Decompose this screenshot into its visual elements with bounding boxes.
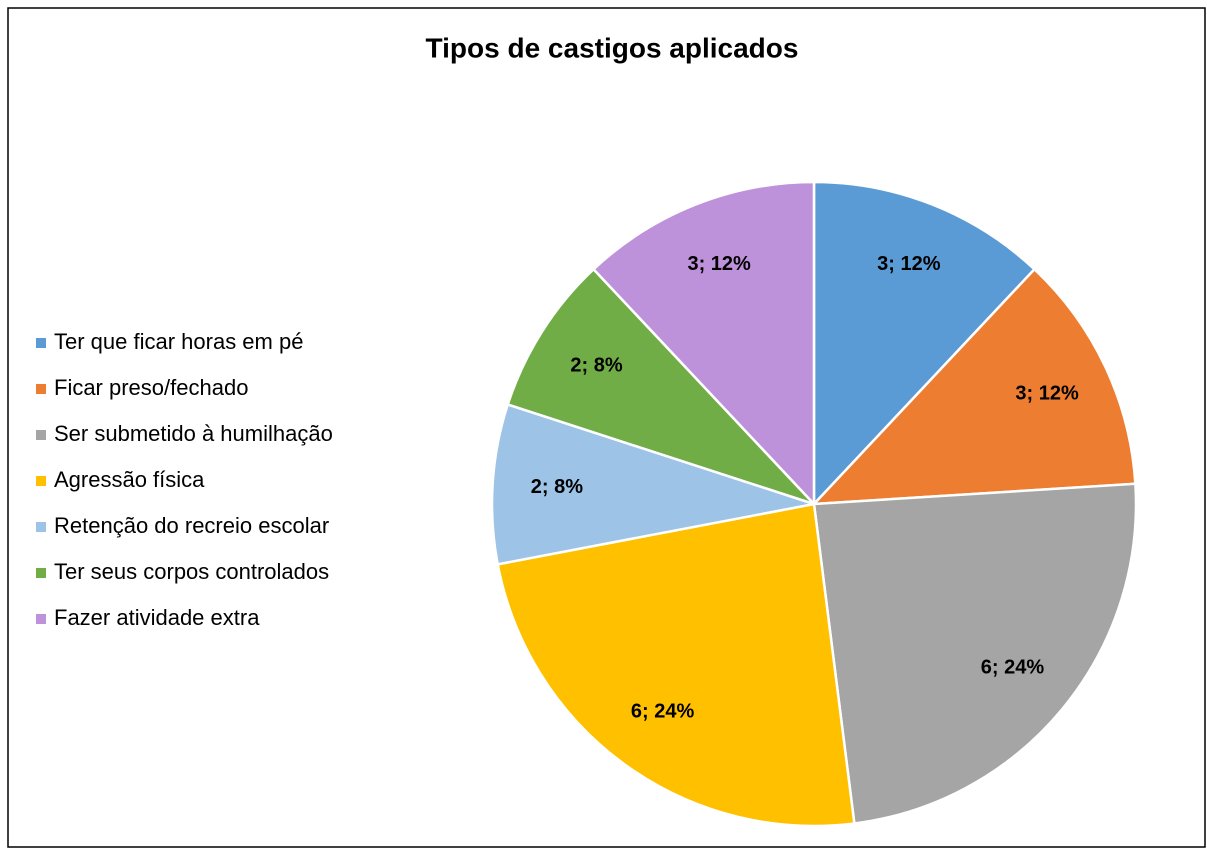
legend-label: Retenção do recreio escolar <box>54 513 329 538</box>
legend-swatch <box>36 476 46 486</box>
legend-swatch <box>36 384 46 394</box>
pie-slice <box>812 482 1138 825</box>
data-label: 6; 24% <box>631 701 695 723</box>
data-label: 3; 12% <box>1015 383 1079 405</box>
data-label: 2; 8% <box>570 354 622 376</box>
legend-label: Ser submetido à humilhação <box>54 421 333 446</box>
data-label: 3; 12% <box>877 253 941 275</box>
legend-swatch <box>36 338 46 348</box>
legend-label: Ficar preso/fechado <box>54 375 248 400</box>
legend-label: Agressão física <box>54 467 205 492</box>
legend-label: Fazer atividade extra <box>54 605 260 630</box>
legend-swatch <box>36 522 46 532</box>
data-label: 3; 12% <box>687 253 751 275</box>
legend-label: Ter que ficar horas em pé <box>54 329 303 354</box>
legend-swatch <box>36 614 46 624</box>
pie-slice <box>812 180 1037 508</box>
pie-slice <box>506 267 815 506</box>
pie-slice <box>591 180 816 508</box>
legend-swatch <box>36 568 46 578</box>
pie-slice <box>490 402 815 566</box>
pie-slice <box>496 502 856 828</box>
chart-title: Tipos de castigos aplicados <box>426 32 799 63</box>
data-label: 6; 24% <box>981 656 1045 678</box>
data-label: 2; 8% <box>531 476 583 498</box>
pie-slice <box>810 267 1137 506</box>
legend-swatch <box>36 430 46 440</box>
legend-label: Ter seus corpos controlados <box>54 559 329 584</box>
